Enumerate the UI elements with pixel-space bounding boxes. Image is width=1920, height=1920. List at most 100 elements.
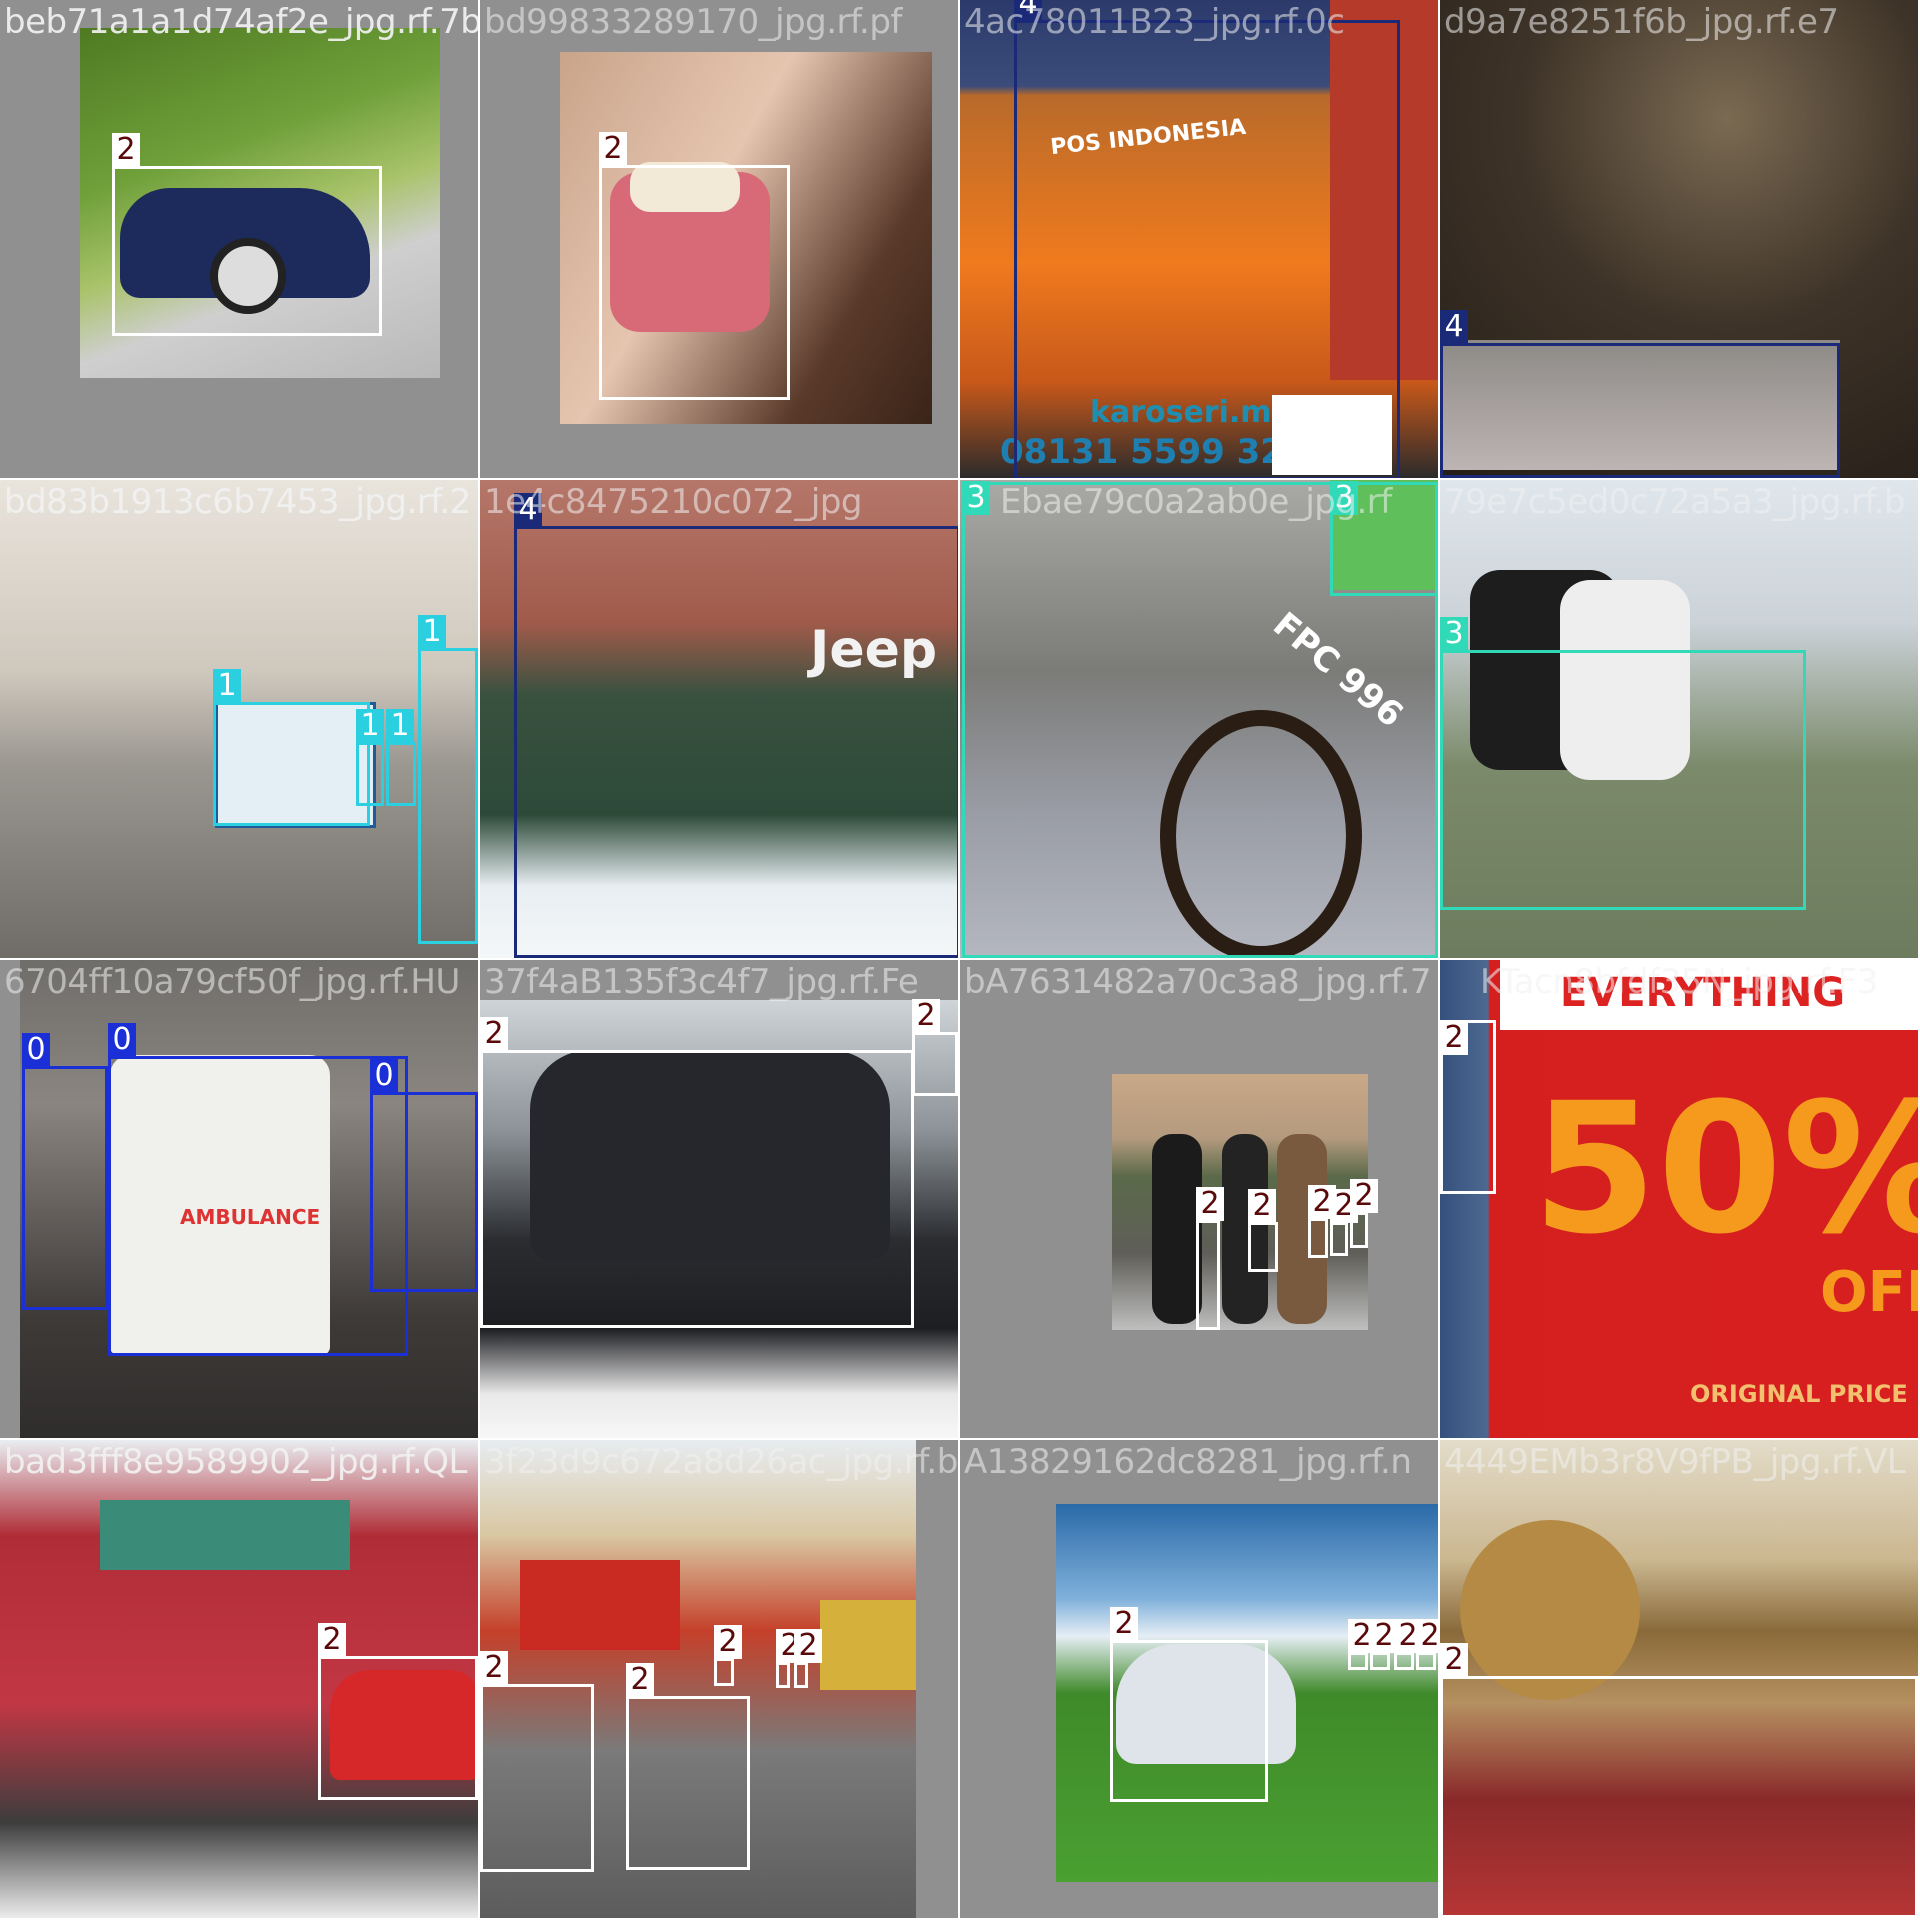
tile-14: 2 2 2 2 2 3f23d9c672a8d26ac_jpg.rf.b bbox=[480, 1440, 958, 1918]
roof-shape bbox=[100, 1500, 350, 1570]
photo-classic-car bbox=[1440, 1440, 1918, 1918]
bbox-11c: 2 bbox=[1308, 1185, 1336, 1258]
bbox-label: 0 bbox=[370, 1059, 398, 1093]
bbox-label: 4 bbox=[1014, 0, 1042, 21]
sale-off-text: OFF bbox=[1820, 1260, 1918, 1325]
bbox-label: 4 bbox=[1440, 310, 1468, 344]
ambulance-shape bbox=[110, 1055, 330, 1355]
bbox-5d: 1 bbox=[418, 615, 478, 944]
tile-filename: 4ac78011B23_jpg.rf.0c bbox=[964, 2, 1345, 42]
tile-filename: 3f23d9c672a8d26ac_jpg.rf.b bbox=[484, 1442, 958, 1482]
bbox-label: 1 bbox=[386, 709, 414, 743]
photo-sports-car bbox=[1056, 1504, 1438, 1882]
tile-11: 2 2 2 2 2 bA7631482a70c3a8_jpg.rf.7 bbox=[960, 960, 1438, 1438]
bbox-14d: 2 bbox=[776, 1629, 804, 1688]
tile-filename: beb71a1a1d74af2e_jpg.rf.7b bbox=[4, 2, 478, 42]
bbox-7b: 3 bbox=[1330, 481, 1438, 596]
police-car-shape bbox=[530, 1050, 890, 1260]
bbox-label: 3 bbox=[962, 481, 990, 515]
tile-filename: bA7631482a70c3a8_jpg.rf.7 bbox=[964, 962, 1432, 1002]
bbox-1a: 2 bbox=[112, 133, 382, 336]
bbox-11d: 2 bbox=[1330, 1189, 1358, 1256]
person-shape bbox=[1152, 1134, 1202, 1324]
tile-16: 2 4449EMb3r8V9fPB_jpg.rf.VL bbox=[1440, 1440, 1918, 1918]
bbox-14b: 2 bbox=[626, 1663, 750, 1870]
bbox-8a: 3 bbox=[1440, 617, 1806, 910]
tile-15: 2 2 2 2 2 A13829162dc8281_jpg.rf.n bbox=[960, 1440, 1438, 1918]
tile-filename: Ebae79c0a2ab0e_jpg.rf bbox=[1000, 482, 1392, 522]
bbox-label: 2 bbox=[1370, 1619, 1398, 1653]
tile-5: 1 1 1 1 bd83b1913c6b7453_jpg.rf.2 bbox=[0, 480, 478, 958]
tile-filename: bad3fff8e9589902_jpg.rf.QL bbox=[4, 1442, 467, 1482]
bbox-label: 3 bbox=[1440, 617, 1468, 651]
bbox-label: 2 bbox=[318, 1623, 346, 1657]
bbox-13a: 2 bbox=[318, 1623, 478, 1800]
bbox-label: 1 bbox=[213, 669, 241, 703]
tile-filename: 1e4c8475210c072_jpg bbox=[484, 482, 863, 522]
tile-1: 2 beb71a1a1d74af2e_jpg.rf.7b bbox=[0, 0, 478, 478]
bbox-15b: 2 bbox=[1348, 1619, 1376, 1670]
tile-filename: 6704ff10a79cf50f_jpg.rf.HU bbox=[4, 962, 460, 1002]
truck-container-shape bbox=[1330, 0, 1438, 380]
bus-shape bbox=[215, 702, 376, 828]
photo-sale-sign: EVERYTHING 50% OFF ORIGINAL PRICE bbox=[1440, 960, 1918, 1438]
bbox-2a: 2 bbox=[599, 132, 790, 400]
photo-toy-car bbox=[560, 52, 932, 424]
photo-motorcycle: FPC 996 bbox=[960, 480, 1438, 958]
bbox-4a: 4 bbox=[1440, 310, 1840, 478]
rider-shape bbox=[1560, 580, 1690, 780]
bbox-11e: 2 bbox=[1350, 1179, 1378, 1248]
tile-13: 2 bad3fff8e9589902_jpg.rf.QL bbox=[0, 1440, 478, 1918]
person-shape bbox=[1277, 1134, 1327, 1324]
tile-12: EVERYTHING 50% OFF ORIGINAL PRICE 2 KTac… bbox=[1440, 960, 1918, 1438]
bbox-14a: 2 bbox=[480, 1651, 594, 1872]
tile-filename: d9a7e8251f6b_jpg.rf.e7 bbox=[1444, 2, 1839, 42]
tile-3: POS INDONESIA karoseri.me 08131 5599 323… bbox=[960, 0, 1438, 478]
bbox-15d: 2 bbox=[1394, 1619, 1422, 1670]
tile-8: 3 79e7c5ed0c72a5a3_jpg.rf.b bbox=[1440, 480, 1918, 958]
truck-phone-text: 08131 5599 323 bbox=[1000, 432, 1308, 472]
bbox-9a: 0 bbox=[22, 1033, 108, 1310]
bbox-5a: 1 bbox=[213, 669, 370, 826]
photo-police-car bbox=[480, 1000, 958, 1438]
bbox-15e: 2 bbox=[1416, 1619, 1438, 1670]
tile-2: 2 bd99833289170_jpg.rf.pf bbox=[480, 0, 958, 478]
tile-filename: bd83b1913c6b7453_jpg.rf.2 bbox=[4, 482, 471, 522]
photo-jeep: Jeep bbox=[480, 480, 958, 958]
wheel-shape bbox=[210, 238, 286, 314]
bbox-label: 3 bbox=[1330, 481, 1358, 515]
sale-top-text: EVERYTHING bbox=[1560, 970, 1846, 1016]
bbox-label: 2 bbox=[1440, 1643, 1468, 1677]
bbox-15c: 2 bbox=[1370, 1619, 1398, 1670]
person-shape bbox=[1222, 1134, 1268, 1324]
logo-km bbox=[1272, 395, 1392, 475]
sign-top-band bbox=[1500, 960, 1918, 1030]
sale-sub-text: ORIGINAL PRICE bbox=[1690, 1380, 1908, 1408]
bbox-10b: 2 bbox=[912, 999, 958, 1096]
bbox-9b: 0 bbox=[108, 1023, 408, 1356]
bbox-16a: 2 bbox=[1440, 1643, 1918, 1918]
tile-filename: 79e7c5ed0c72a5a3_jpg.rf.b bbox=[1444, 482, 1905, 522]
bbox-label: 2 bbox=[1416, 1619, 1438, 1653]
bbox-7a: 3 bbox=[962, 481, 1438, 958]
photo-ambulances: AMBULANCE bbox=[20, 960, 478, 1438]
photo-tram-lights bbox=[1440, 0, 1918, 478]
bbox-14c: 2 bbox=[714, 1625, 742, 1686]
tile-9: AMBULANCE 0 0 0 6704ff10a79cf50f_jpg.rf.… bbox=[0, 960, 478, 1438]
bbox-label: 0 bbox=[108, 1023, 136, 1057]
bbox-label: 1 bbox=[356, 709, 384, 743]
photo-truck: POS INDONESIA karoseri.me 08131 5599 323 bbox=[960, 0, 1438, 478]
photo-riders bbox=[1440, 480, 1918, 958]
vault-door-shape bbox=[1460, 1520, 1640, 1700]
tile-filename: bd99833289170_jpg.rf.pf bbox=[484, 2, 902, 42]
bbox-label: 2 bbox=[1196, 1187, 1224, 1221]
bbox-label: 4 bbox=[514, 493, 542, 527]
photo-red-door bbox=[0, 1440, 478, 1918]
tile-filename: 37f4aB135f3c4f7_jpg.rf.Fe bbox=[484, 962, 919, 1002]
bbox-label: 0 bbox=[22, 1033, 50, 1067]
bbox-15a: 2 bbox=[1110, 1607, 1268, 1802]
tile-6: Jeep 4 1e4c8475210c072_jpg bbox=[480, 480, 958, 958]
tram-shape bbox=[1440, 340, 1840, 470]
red-car-shape bbox=[330, 1670, 478, 1780]
bbox-10a: 2 bbox=[480, 1017, 914, 1328]
